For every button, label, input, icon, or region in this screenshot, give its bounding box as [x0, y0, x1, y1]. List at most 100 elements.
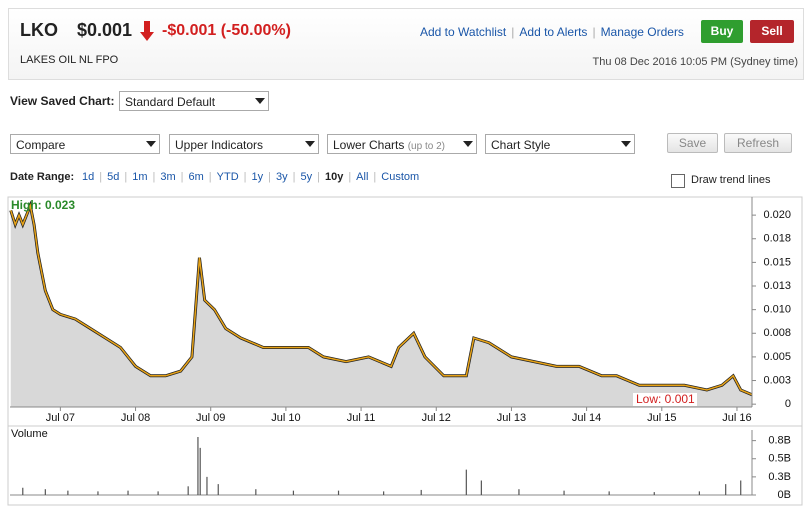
x-tick-label: Jul 15 [647, 412, 676, 424]
sell-button[interactable]: Sell [750, 20, 794, 43]
volume-bar [197, 437, 199, 495]
separator: | [292, 171, 296, 183]
range-link[interactable]: 3y [275, 171, 288, 183]
separator: | [99, 171, 103, 183]
range-link[interactable]: 1y [251, 171, 264, 183]
range-link[interactable]: YTD [216, 171, 239, 183]
y-tick-label: 0.005 [763, 351, 791, 363]
range-link[interactable]: Custom [381, 171, 420, 183]
refresh-button[interactable]: Refresh [724, 133, 792, 153]
separator: | [124, 171, 128, 183]
volume-bar [199, 447, 201, 495]
price: $0.001 [77, 20, 133, 40]
price-line [10, 203, 753, 396]
low-label-bg [633, 393, 697, 406]
range-label: Date Range: [10, 171, 75, 183]
range-link[interactable]: 1m [132, 171, 148, 183]
separator: | [317, 171, 320, 183]
x-tick-label: Jul 14 [572, 412, 601, 424]
volume-bar [22, 487, 24, 495]
ticker: LKO [20, 20, 58, 40]
chart-frame [7, 196, 803, 506]
y-tick-label: 0.015 [763, 256, 791, 268]
price-area [10, 205, 753, 407]
volume-bar [255, 489, 257, 495]
range-links: 1d | 5d | 1m | 3m | 6m | YTD | 1y | 3y | 5y | 10y | All | Cust… [82, 171, 419, 183]
trend-label: Draw trend lines [691, 174, 771, 186]
saved-label: View Saved Chart: [10, 94, 115, 108]
high-label: High: 0.023 [11, 198, 75, 212]
y-tick-label: 0.003 [763, 374, 791, 386]
volume-bar [97, 491, 99, 495]
volume-bar [653, 492, 655, 495]
compare-dropdown[interactable]: Compare [10, 134, 160, 154]
range-link[interactable]: 6m [188, 171, 204, 183]
separator: | [348, 171, 352, 183]
y-tick-label: 0.8B [768, 435, 791, 447]
save-button[interactable]: Save [667, 133, 718, 153]
lower-dropdown[interactable]: Lower Charts (up to 2) [327, 134, 477, 154]
y-tick-label: 0.020 [763, 209, 791, 221]
x-tick-label: Jul 09 [196, 412, 225, 424]
volume-bar [337, 490, 340, 495]
separator: | [208, 171, 212, 183]
watchlist-link[interactable]: Add to Watchlist [420, 25, 507, 39]
volume-bar [698, 491, 700, 495]
header-box [8, 8, 804, 80]
saved-dropdown[interactable]: Standard Default [119, 91, 269, 111]
y-tick-label: 0.3B [768, 471, 791, 483]
volume-bar [608, 491, 610, 495]
x-tick-label: Jul 16 [722, 412, 751, 424]
volume-bar [740, 480, 742, 495]
range-link[interactable]: All [356, 171, 369, 183]
y-tick-label: 0.5B [768, 453, 791, 465]
y-tick-label: 0B [778, 489, 791, 501]
y-tick-label: 0.013 [763, 280, 791, 292]
x-tick-label: Jul 08 [121, 412, 150, 424]
volume-title: Volume [11, 428, 48, 440]
y-tick-label: 0.018 [763, 233, 791, 245]
separator: | [152, 171, 156, 183]
range-link[interactable]: 1d [82, 171, 95, 183]
datetime: Thu 08 Dec 2016 10:05 PM (Sydney time) [592, 56, 798, 68]
volume-bar [67, 490, 69, 495]
y-tick-label: 0.008 [763, 327, 791, 339]
volume-bar [44, 489, 46, 495]
volume-bar [518, 489, 520, 495]
volume-bar [383, 491, 385, 495]
volume-bar [217, 484, 219, 495]
volume-bar [292, 490, 295, 495]
change: -$0.001 (-50.00%) [162, 22, 291, 39]
alerts-link[interactable]: Add to Alerts [519, 25, 588, 39]
buy-button[interactable]: Buy [701, 20, 743, 43]
range-link[interactable]: 5d [107, 171, 120, 183]
y-tick-label: 0.010 [763, 304, 791, 316]
x-tick-label: Jul 10 [271, 412, 300, 424]
x-tick-label: Jul 12 [422, 412, 451, 424]
lower-label: Lower Charts [333, 138, 405, 152]
volume-bar [187, 486, 189, 495]
range-link[interactable]: 10y [324, 171, 344, 183]
style-dropdown[interactable]: Chart Style [485, 134, 635, 154]
down-arrow [140, 21, 154, 41]
volume-bar [127, 490, 129, 495]
links: Add to Watchlist | Add to Alerts | Manage Or… [420, 25, 684, 39]
volume-bar [480, 480, 482, 495]
volume-bar [157, 491, 159, 495]
separator: | [180, 171, 184, 183]
separator: | [373, 171, 377, 183]
volume-bar [563, 490, 565, 495]
y-tick-label: 0 [785, 398, 791, 410]
range-link[interactable]: 5y [300, 171, 313, 183]
separator: | [243, 171, 247, 183]
x-tick-label: Jul 11 [347, 412, 376, 424]
upper-dropdown[interactable]: Upper Indicators [169, 134, 319, 154]
range-link[interactable]: 3m [160, 171, 176, 183]
lower-hint: (up to 2) [407, 141, 445, 152]
orders-link[interactable]: Manage Orders [600, 25, 684, 39]
low-label: Low: 0.001 [636, 392, 695, 406]
volume-bar [420, 489, 422, 495]
trend-checkbox[interactable] [671, 174, 685, 188]
